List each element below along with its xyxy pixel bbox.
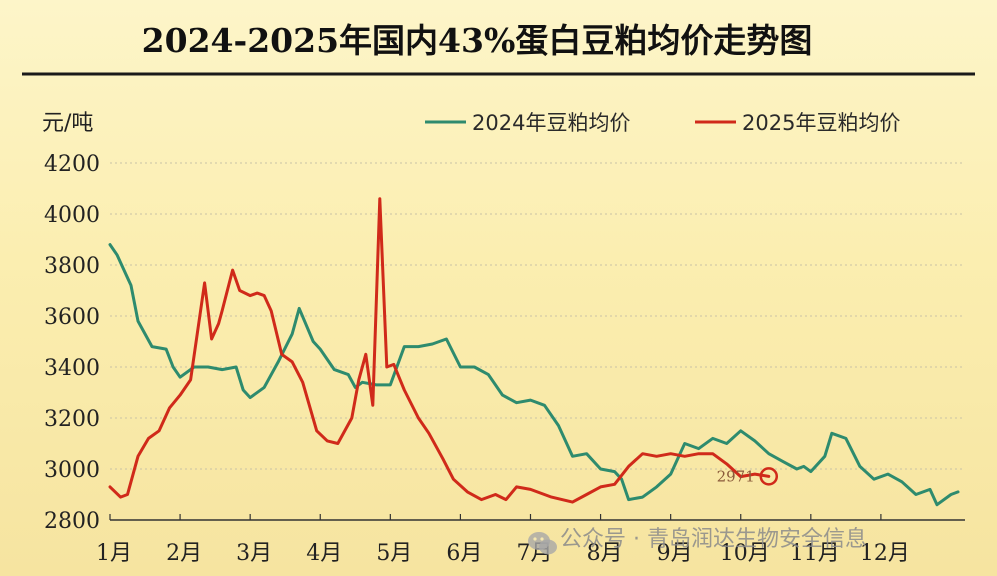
wechat-icon bbox=[528, 532, 557, 555]
legend: 2024年豆粕均价 2025年豆粕均价 bbox=[425, 111, 900, 135]
y-axis-unit: 元/吨 bbox=[42, 111, 93, 136]
chart-title: 2024-2025年国内43%蛋白豆粕均价走势图 bbox=[142, 21, 813, 60]
y-tick-label: 3200 bbox=[44, 407, 100, 432]
x-tick-label: 12月 bbox=[860, 541, 910, 566]
x-tick-label: 5月 bbox=[376, 541, 412, 566]
x-axis-ticks: 1月 2月 3月 4月 5月 6月 7月 8月 9月 10月 11月 12月 bbox=[96, 514, 910, 566]
y-tick-label: 3000 bbox=[44, 458, 100, 483]
series-lines bbox=[108, 197, 960, 507]
x-tick-label: 1月 bbox=[96, 541, 132, 566]
watermark: 公众号 · 青岛润达生物安全信息 bbox=[528, 527, 867, 555]
annotations: 2971 bbox=[717, 467, 779, 486]
x-tick-label: 3月 bbox=[236, 541, 272, 566]
y-tick-label: 4000 bbox=[44, 203, 100, 228]
y-axis-ticks: 4200 4000 3800 3600 3400 3200 3000 2800 bbox=[44, 152, 100, 534]
series-line-2024 bbox=[108, 243, 960, 507]
y-tick-label: 4200 bbox=[44, 152, 100, 177]
y-tick-label: 3800 bbox=[44, 254, 100, 279]
grid-lines bbox=[110, 162, 965, 470]
series-line-2025 bbox=[108, 197, 771, 504]
x-tick-label: 9月 bbox=[657, 541, 693, 566]
x-tick-label: 10月 bbox=[720, 541, 770, 566]
last-value-marker bbox=[759, 467, 779, 486]
legend-label-2025: 2025年豆粕均价 bbox=[742, 111, 900, 135]
legend-label-2024: 2024年豆粕均价 bbox=[472, 111, 630, 135]
y-tick-label: 3400 bbox=[44, 356, 100, 381]
x-tick-label: 11月 bbox=[790, 541, 840, 566]
last-value-label: 2971 bbox=[717, 467, 755, 485]
x-tick-label: 4月 bbox=[306, 541, 342, 566]
watermark-text: 公众号 · 青岛润达生物安全信息 bbox=[560, 527, 867, 552]
x-tick-label: 6月 bbox=[446, 541, 482, 566]
x-tick-label: 2月 bbox=[166, 541, 202, 566]
x-tick-label: 8月 bbox=[587, 541, 623, 566]
y-tick-label: 3600 bbox=[44, 305, 100, 330]
y-tick-label: 2800 bbox=[44, 509, 100, 534]
